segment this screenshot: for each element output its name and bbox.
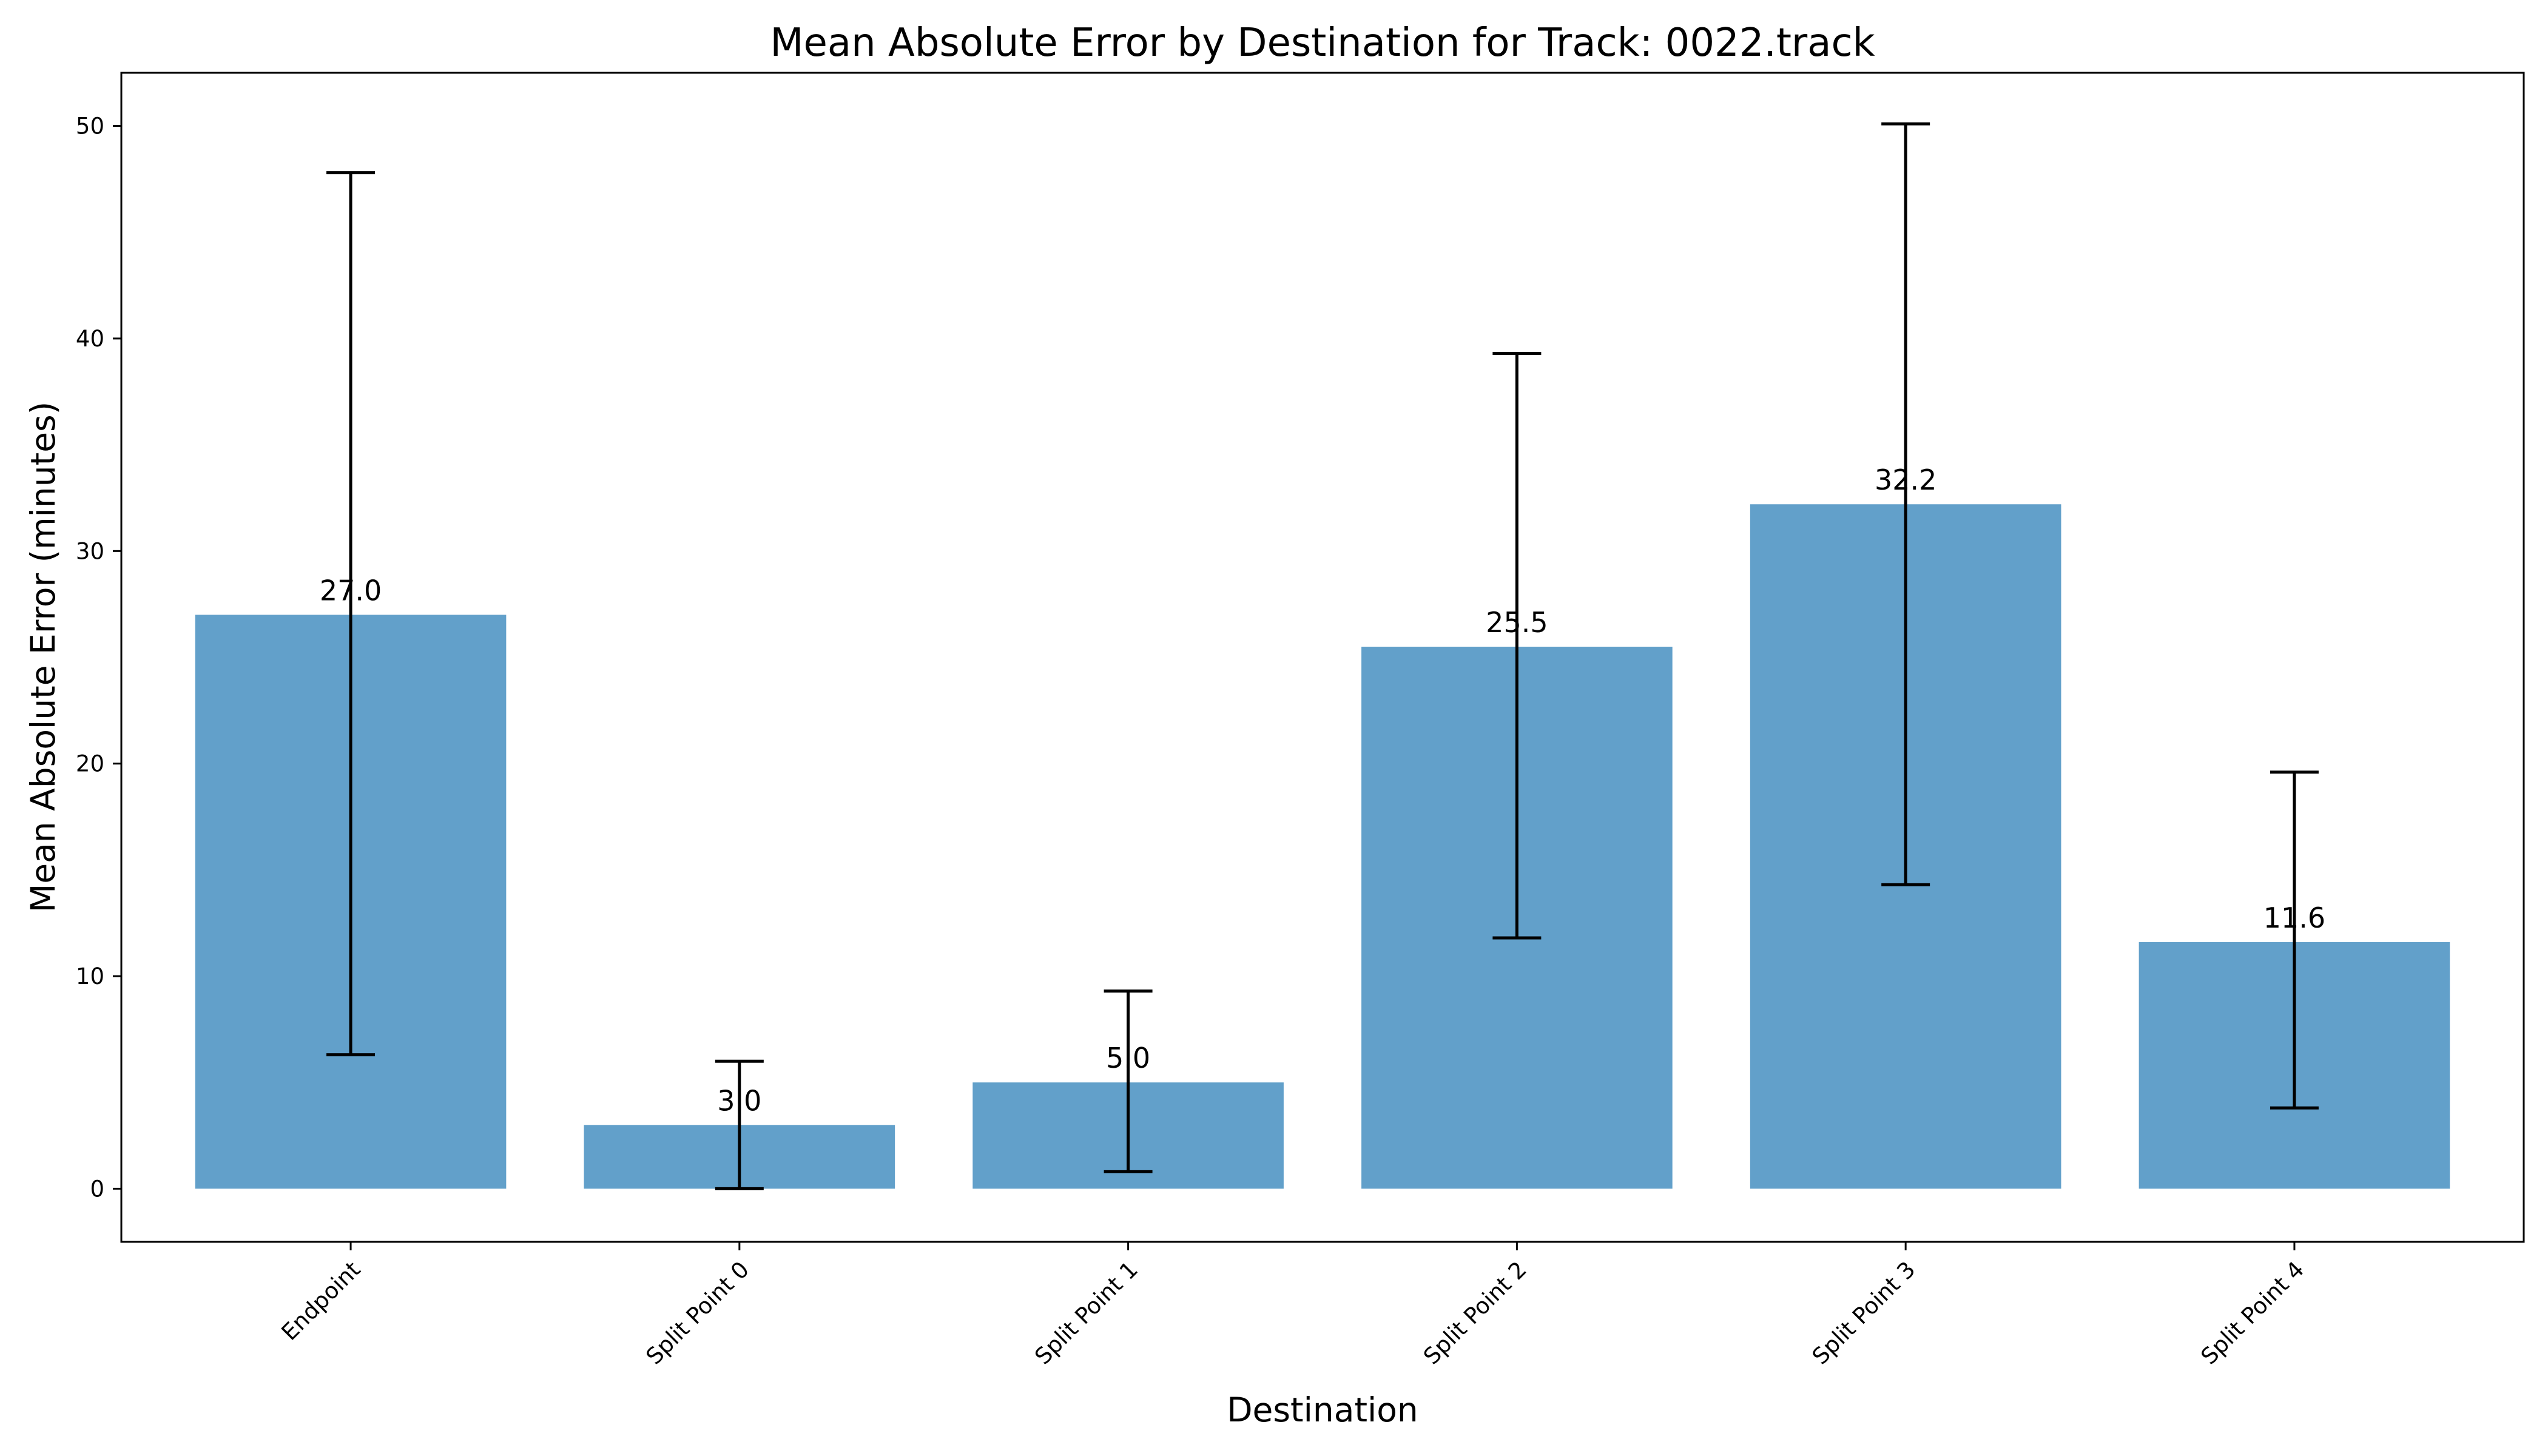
chart-title: Mean Absolute Error by Destination for T… [770, 21, 1875, 66]
y-tick-label: 50 [76, 113, 104, 140]
x-axis-title: Destination [1227, 1390, 1418, 1429]
plot-frame [120, 72, 2525, 1243]
y-tick-label: 20 [76, 751, 104, 777]
y-tick-label: 40 [76, 326, 104, 352]
y-axis-title: Mean Absolute Error (minutes) [24, 402, 62, 912]
y-tick-label: 30 [76, 538, 104, 564]
y-tick-label: 0 [90, 1176, 104, 1202]
y-tick-label: 10 [76, 963, 104, 989]
